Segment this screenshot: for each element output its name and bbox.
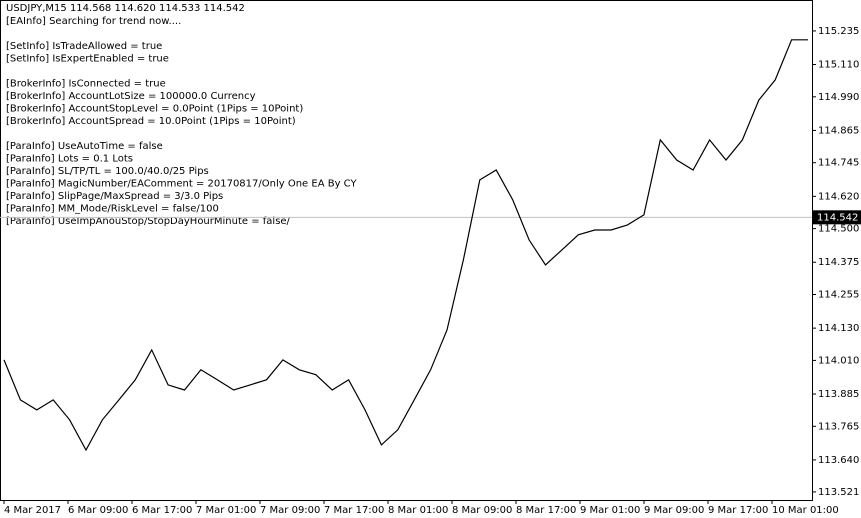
info-line: [ParaInfo] UseImpAnouStop/StopDayHourMin… — [6, 216, 291, 227]
info-line: [BrokerInfo] AccountStopLevel = 0.0Point… — [6, 104, 303, 115]
current-price-box — [813, 210, 861, 225]
info-line: [SetInfo] IsTradeAllowed = true — [6, 41, 162, 52]
info-line: [BrokerInfo] IsConnected = true — [6, 79, 166, 90]
info-line: [EAInfo] Searching for trend now.... — [6, 16, 181, 27]
info-line: [BrokerInfo] AccountSpread = 10.0Point (… — [6, 116, 296, 127]
y-tick-label: 113.885 — [818, 389, 859, 400]
y-tick-label: 114.620 — [818, 191, 859, 202]
info-line: [ParaInfo] SL/TP/TL = 100.0/40.0/25 Pips — [6, 166, 209, 177]
y-tick-label: 114.255 — [818, 290, 859, 301]
info-line: [ParaInfo] Lots = 0.1 Lots — [6, 154, 133, 165]
y-tick-label: 113.765 — [818, 421, 859, 432]
info-line: [ParaInfo] MM_Mode/RiskLevel = false/100 — [6, 204, 219, 215]
info-line: [BrokerInfo] AccountLotSize = 100000.0 C… — [6, 91, 256, 102]
current-price-label: 114.542 — [817, 212, 858, 223]
chart-title: USDJPY,M15 114.568 114.620 114.533 114.5… — [6, 3, 245, 14]
y-tick-label: 114.865 — [818, 125, 859, 136]
price-line — [3, 39, 808, 452]
y-tick-label: 114.375 — [818, 257, 859, 268]
info-line: [ParaInfo] MagicNumber/EAComment = 20170… — [6, 179, 357, 190]
x-tick-label: 9 Mar 17:00 — [708, 505, 768, 516]
y-tick-label: 114.990 — [818, 92, 859, 103]
x-tick-label: 9 Mar 01:00 — [580, 505, 640, 516]
y-tick-label: 113.640 — [818, 455, 859, 466]
y-tick-label: 115.235 — [818, 26, 859, 37]
x-tick-label: 7 Mar 09:00 — [260, 505, 320, 516]
x-tick-label: 10 Mar 01:00 — [772, 505, 839, 516]
x-tick-label: 7 Mar 17:00 — [324, 505, 384, 516]
info-line: [SetInfo] IsExpertEnabled = true — [6, 54, 169, 65]
x-tick-label: 6 Mar 09:00 — [68, 505, 128, 516]
x-tick-label: 4 Mar 2017 — [4, 505, 61, 516]
plot-frame — [0, 0, 813, 501]
x-tick-label: 8 Mar 01:00 — [388, 505, 448, 516]
y-tick-label: 114.745 — [818, 158, 859, 169]
y-tick-label: 115.110 — [818, 60, 859, 71]
info-line: [ParaInfo] SlipPage/MaxSpread = 3/3.0 Pi… — [6, 191, 223, 202]
y-tick-label: 113.521 — [818, 487, 859, 498]
y-tick-label: 114.500 — [818, 224, 859, 235]
x-tick-label: 8 Mar 17:00 — [516, 505, 576, 516]
y-tick-label: 114.130 — [818, 323, 859, 334]
x-tick-label: 9 Mar 09:00 — [644, 505, 704, 516]
info-line: [ParaInfo] UseAutoTime = false — [6, 141, 163, 152]
x-tick-label: 7 Mar 01:00 — [196, 505, 256, 516]
x-tick-label: 6 Mar 17:00 — [132, 505, 192, 516]
x-tick-label: 8 Mar 09:00 — [452, 505, 512, 516]
y-tick-label: 114.010 — [818, 355, 859, 366]
